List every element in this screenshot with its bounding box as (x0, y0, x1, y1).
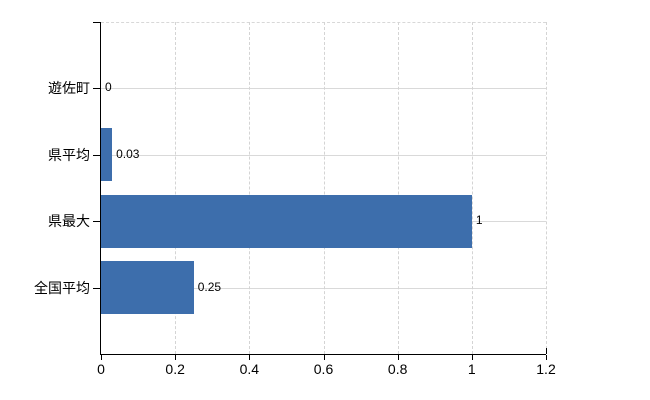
bar-3 (101, 194, 472, 248)
x-axis-tick (101, 355, 102, 360)
vertical-gridline (249, 22, 251, 354)
y-axis-tick (93, 154, 100, 156)
x-axis-tick-label: 0 (97, 361, 105, 377)
vertical-gridline (175, 22, 177, 354)
x-axis-tick-label: 1 (467, 361, 476, 377)
y-axis-end-cap (93, 22, 100, 23)
value-label: 0.25 (197, 279, 222, 294)
vertical-gridline (323, 22, 325, 354)
y-axis-label: 県平均 (48, 146, 90, 163)
value-label: 1 (475, 213, 483, 228)
x-axis-end-cap (546, 348, 547, 354)
x-axis-tick-label: 1.2 (536, 361, 556, 377)
plot-area: 0 0.03 1 0.25 (100, 22, 547, 355)
y-axis-tick (93, 88, 100, 90)
x-axis-tick (546, 355, 547, 360)
x-axis-tick-label: 0.2 (165, 361, 185, 377)
x-axis-tick (249, 355, 251, 360)
y-axis-label: 全国平均 (34, 279, 90, 296)
bar-4 (101, 261, 194, 315)
vertical-gridline (471, 22, 473, 354)
value-label: 0 (105, 80, 112, 95)
x-axis-tick-label: 0.6 (313, 361, 334, 377)
x-axis-tick-label: 0.8 (387, 361, 408, 377)
x-axis-tick (323, 355, 325, 360)
y-axis-label: 県最大 (48, 213, 90, 230)
vertical-gridline (546, 22, 547, 354)
y-axis-tick (93, 221, 100, 223)
vertical-gridline (397, 22, 399, 354)
x-axis-tick (471, 355, 473, 360)
x-axis-tick-label: 0.4 (239, 361, 260, 377)
y-axis-tick (93, 287, 100, 289)
bar-2 (101, 128, 113, 182)
x-axis-tick (397, 355, 399, 360)
x-axis-tick (175, 355, 177, 360)
y-axis-label: 遊佐町 (48, 80, 90, 97)
value-label: 0.03 (116, 146, 140, 161)
